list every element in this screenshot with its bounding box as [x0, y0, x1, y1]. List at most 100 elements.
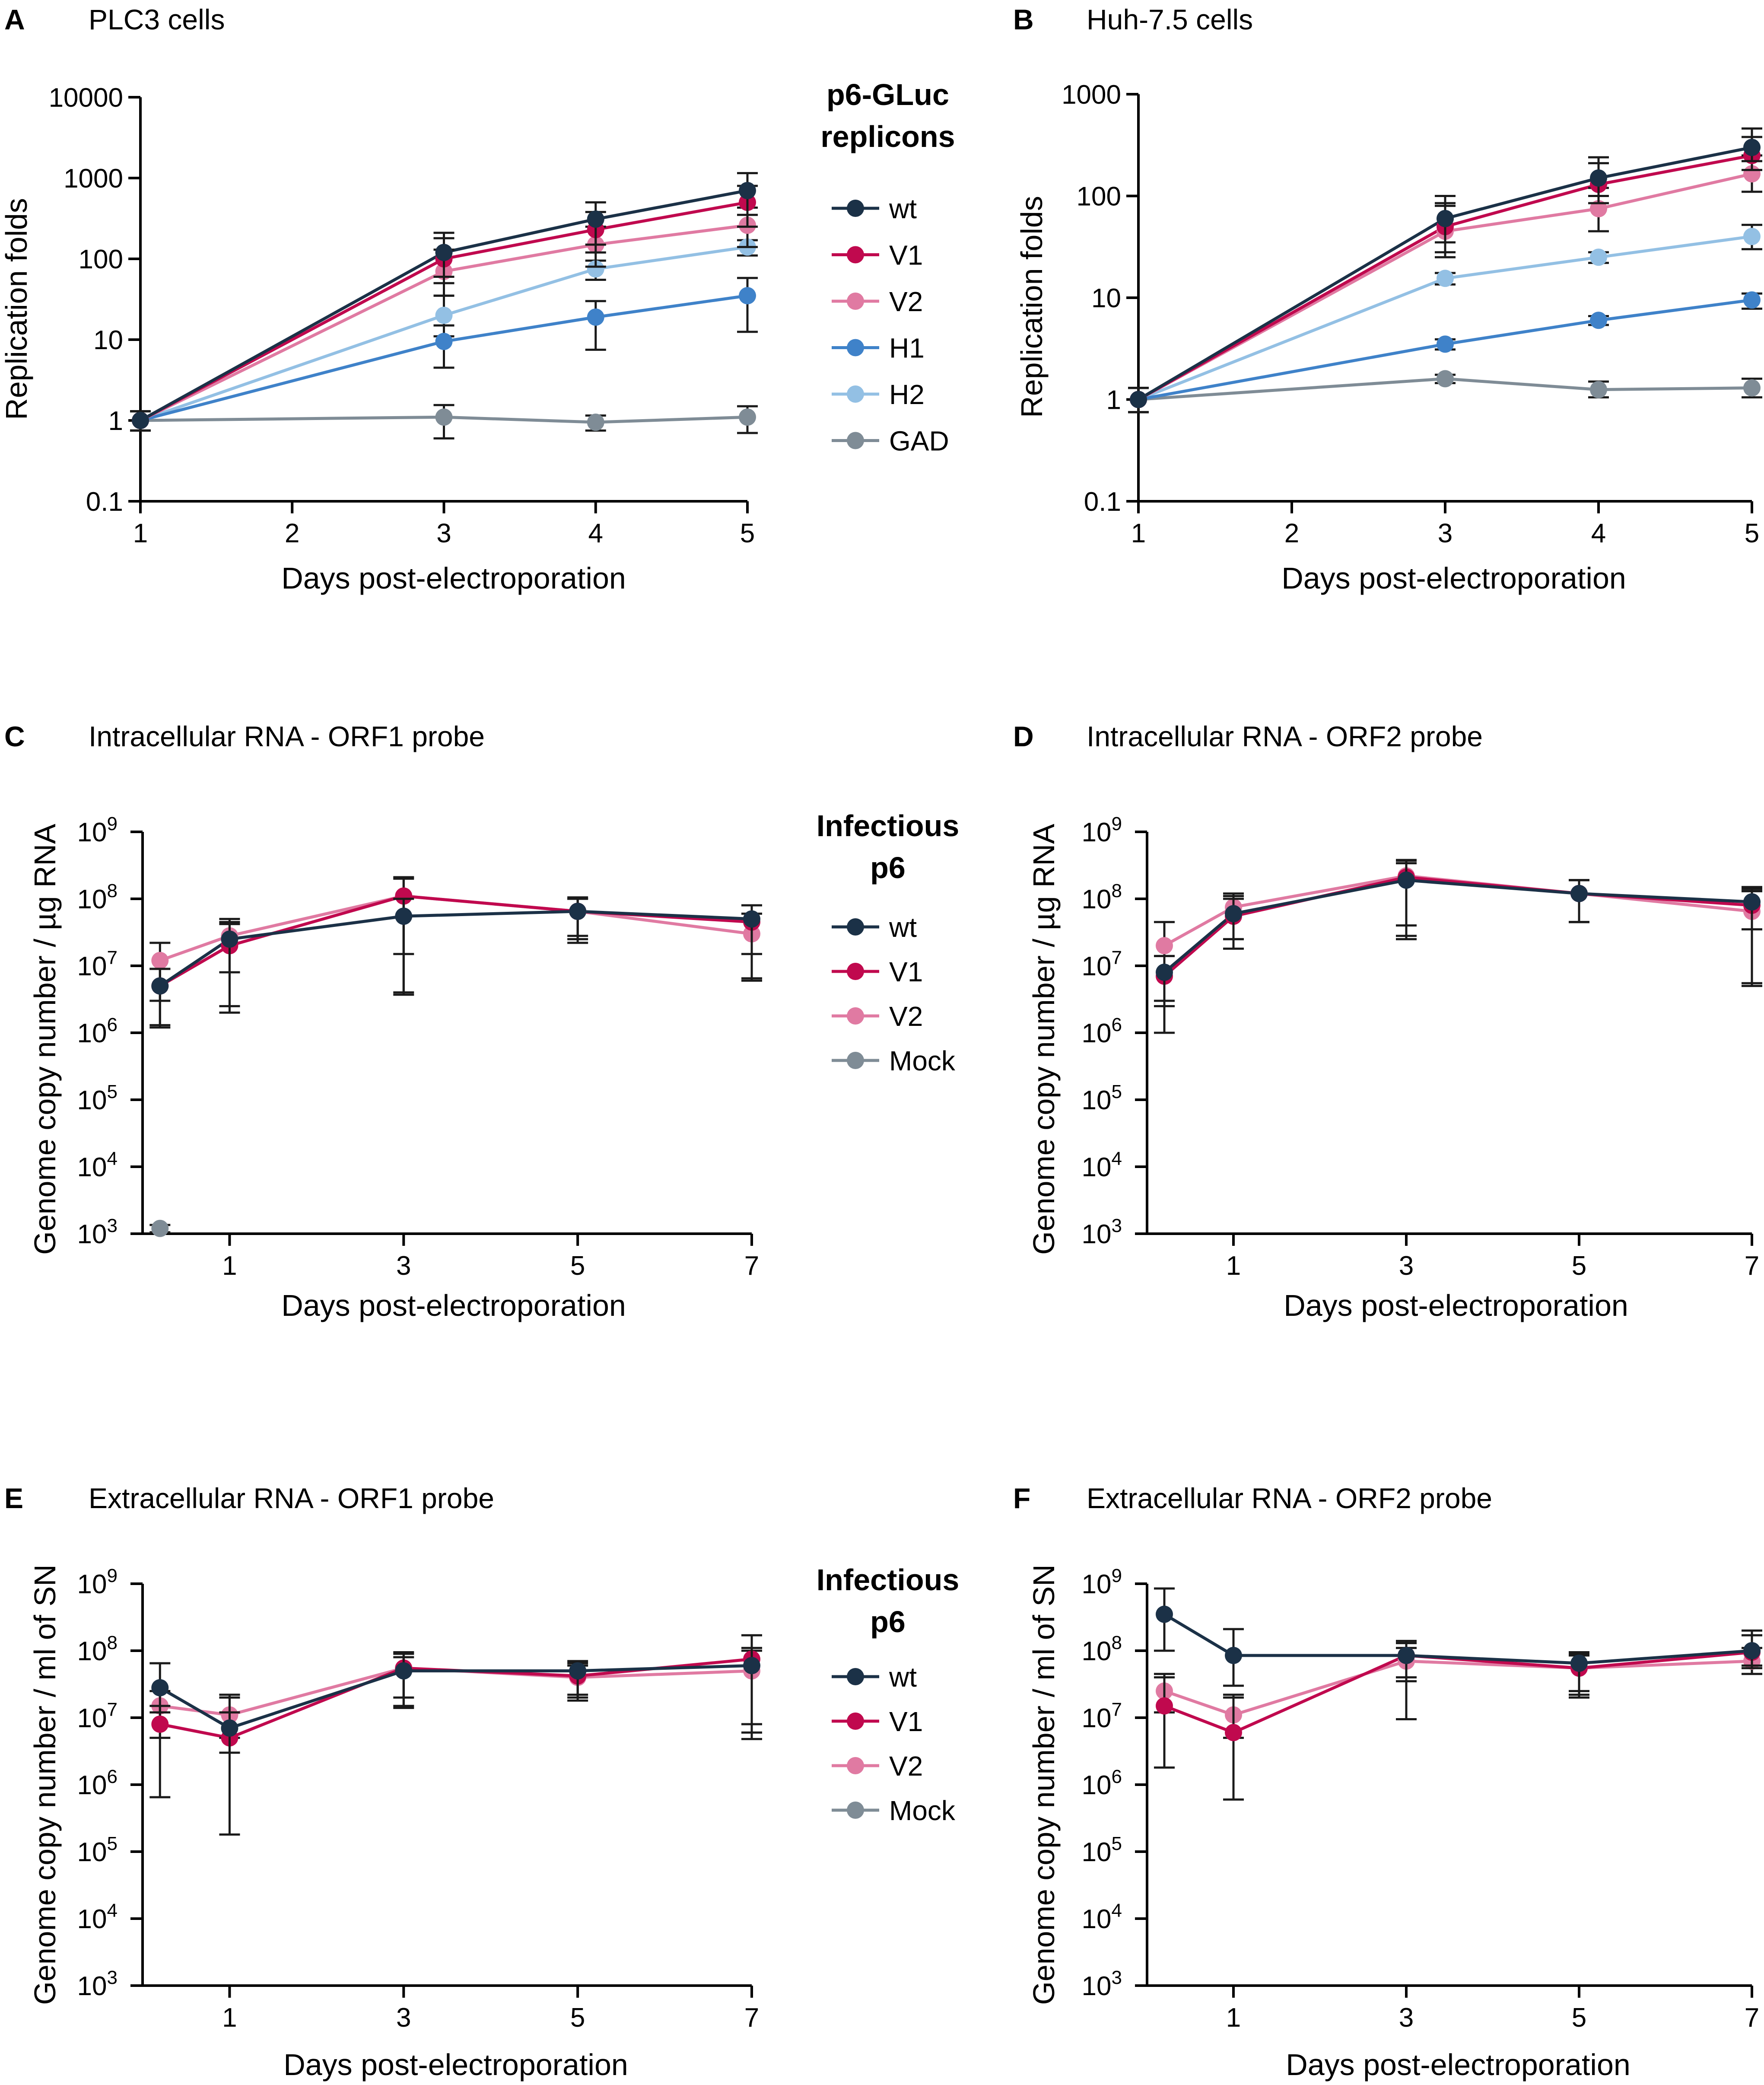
legend-replicons-label: GAD [889, 426, 949, 457]
panel-b-series-h1-point [1437, 335, 1454, 353]
panel-a-xtick-label: 4 [588, 519, 603, 548]
panel-c-ytick-label: 104 [77, 1148, 118, 1182]
panel-b-xtick-label: 4 [1591, 519, 1606, 548]
panel-b-ytick-label: 1 [1106, 385, 1121, 415]
panel-a-series-gad-point [435, 408, 453, 426]
panel-e-xtick-label: 5 [570, 2003, 585, 2033]
panel-f-series-v1-point [1225, 1724, 1242, 1741]
panel-e-series-wt-point [221, 1719, 238, 1737]
panel-a-series-wt-line [140, 189, 748, 422]
panel-d-xtick-label: 5 [1572, 1251, 1586, 1281]
legend-bot-swatch-marker [847, 1668, 864, 1685]
legend-mid-item-v1: V1 [832, 956, 923, 987]
legend-replicons-swatch-marker [847, 339, 864, 357]
panel-d-letter: D [1013, 720, 1034, 752]
legend-mid-title-1: Infectious [817, 809, 960, 843]
panel-b-series-h2-line [1138, 235, 1752, 401]
panel-e: E Extracellular RNA - ORF1 probe Genome … [4, 1482, 762, 2082]
panel-e-series-wt-point [743, 1657, 760, 1674]
panel-d-ytick-label: 107 [1082, 947, 1122, 981]
panel-c-series-v2-point [151, 952, 169, 969]
legend-bot-label: wt [889, 1662, 917, 1693]
panel-b-ytick-label: 10 [1091, 283, 1121, 313]
panel-b-letter: B [1013, 3, 1034, 35]
panel-f-ytick-label: 109 [1082, 1565, 1122, 1599]
panel-a-ytick-label: 0.1 [86, 487, 123, 517]
legend-mid-label: V2 [889, 1001, 923, 1032]
legend-replicons-item-h1: H1 [832, 333, 925, 364]
panel-e-ytick-label: 109 [77, 1565, 118, 1599]
panel-e-series-wt-point [395, 1662, 413, 1680]
legend-replicons-swatch-marker [847, 293, 864, 310]
panel-f-series-v2-line [1163, 1659, 1752, 1717]
legend-mid-swatch-marker [847, 1052, 864, 1069]
panel-e-series-v2-line [159, 1666, 752, 1717]
panel-b-series-gad-point [1743, 379, 1761, 397]
panel-c-xtick-label: 7 [744, 1251, 759, 1281]
panel-f-series-wt-point [1225, 1646, 1242, 1664]
legend-bot-title-2: p6 [870, 1605, 906, 1639]
panel-a-letter: A [4, 3, 25, 35]
legend-mid-item-mock: Mock [832, 1045, 956, 1076]
panel-c-letter: C [4, 720, 25, 752]
panel-d-ytick-label: 103 [1082, 1215, 1122, 1249]
legend-mid-label: V1 [889, 956, 923, 987]
panel-b-series-v2-line [1138, 172, 1752, 401]
panel-a-ytick-label: 100 [79, 245, 123, 274]
panel-a-ylabel: Replication folds [0, 198, 33, 420]
panel-f-ytick-label: 106 [1082, 1766, 1122, 1800]
panel-e-xtick-label: 3 [396, 2003, 411, 2033]
panel-b-series-gad-line [1138, 377, 1752, 401]
legend-bot-swatch-marker [847, 1757, 864, 1774]
panel-d-series-wt-point [1398, 871, 1415, 889]
panel-c-series-wt-point [569, 902, 587, 920]
legend-mid-label: Mock [889, 1045, 956, 1076]
panel-b-series-gad-point [1437, 370, 1454, 388]
panel-a-series-h1-point [739, 287, 756, 305]
panel-f-ytick-label: 107 [1082, 1699, 1122, 1733]
panel-d-series-v1-line [1163, 875, 1752, 977]
panel-c-series-wt-errorbar [393, 898, 414, 955]
panel-a-ytick-label: 1 [108, 406, 123, 436]
panel-c-series-wt-point [743, 910, 760, 928]
panel-c-xtick-label: 5 [570, 1251, 585, 1281]
panel-b-series-wt-point [1130, 391, 1147, 408]
panel-f-ytick-label: 108 [1082, 1632, 1122, 1666]
legend-replicons-swatch-marker [847, 385, 864, 403]
panel-f-xtick-label: 5 [1572, 2003, 1586, 2033]
panel-c-xlabel: Days post-electroporation [281, 1289, 626, 1322]
panel-c-ytick-label: 103 [77, 1215, 118, 1249]
panel-f-xlabel: Days post-electroporation [1286, 2048, 1631, 2082]
legend-bot-label: V2 [889, 1751, 923, 1782]
panel-f-xtick-label: 7 [1745, 2003, 1759, 2033]
panel-b-plot: 0.1 1 10 100 1000 1 2 3 4 5 [1062, 80, 1762, 548]
legend-bot-item-wt: wt [832, 1662, 917, 1693]
panel-b-ytick-label: 100 [1077, 182, 1121, 212]
panel-e-ytick-label: 105 [77, 1833, 118, 1867]
panel-a-series-wt-point [739, 181, 756, 199]
panel-c-plot: 103 104 105 106 107 108 109 1 3 5 7 [77, 813, 762, 1281]
panel-a-plot: 0.1 1 10 100 1000 10000 1 2 3 4 5 [49, 83, 758, 548]
panel-a-series-gad-point [739, 408, 756, 426]
panel-a-title: PLC3 cells [89, 3, 225, 35]
panel-a-series-h2-line [140, 245, 748, 422]
panel-c-xtick-label: 3 [396, 1251, 411, 1281]
panel-e-title: Extracellular RNA - ORF1 probe [89, 1482, 494, 1514]
legend-mid-label: wt [889, 912, 917, 943]
panel-a-xtick-label: 3 [436, 519, 451, 548]
panel-d-series-wt-errorbar [1154, 955, 1175, 1007]
panel-e-xlabel: Days post-electroporation [283, 2048, 628, 2082]
panel-c-ylabel: Genome copy number / µg RNA [28, 824, 62, 1255]
legend-infectious-bot: Infectious p6 wt V1 V2 Mock [817, 1563, 960, 1826]
panel-b-xtick-label: 5 [1745, 519, 1759, 548]
panel-f-title: Extracellular RNA - ORF2 probe [1087, 1482, 1492, 1514]
panel-b-series-h2-point [1590, 248, 1607, 266]
panel-d-series-wt-point [1225, 905, 1242, 923]
panel-b: B Huh-7.5 cells Replication folds Days p… [1013, 3, 1762, 595]
panel-e-letter: E [4, 1482, 23, 1514]
legend-bot-swatch-marker [847, 1802, 864, 1819]
panel-b-series-gad-point [1590, 381, 1607, 398]
panel-d-series-v2-point [1156, 937, 1173, 955]
panel-f-xtick-label: 3 [1399, 2003, 1414, 2033]
